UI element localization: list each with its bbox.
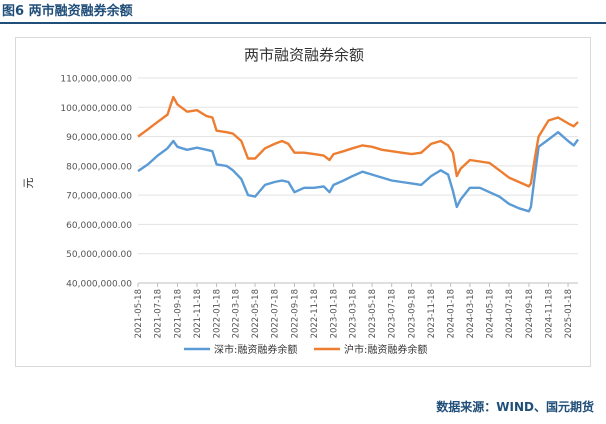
x-tick-label: 2023-09-18 (408, 289, 418, 338)
y-tick-label: 100,000,000.00 (60, 104, 132, 114)
y-tick-label: 60,000,000.00 (66, 221, 132, 231)
y-tick-label: 70,000,000.00 (66, 192, 132, 202)
source-note: 数据来源：WIND、国元期货 (436, 400, 594, 414)
series-lines (137, 95, 579, 213)
legend: 深市:融资融券余额 沪市:融资融券余额 (184, 343, 427, 356)
x-tick-label: 2024-07-18 (505, 289, 515, 338)
x-tick-label: 2023-11-18 (427, 289, 437, 338)
x-tick-label: 2024-11-18 (544, 289, 554, 338)
y-tick-label: 80,000,000.00 (66, 162, 132, 172)
y-tick-label: 50,000,000.00 (66, 250, 132, 260)
x-tick-label: 2024-01-18 (447, 289, 457, 338)
x-tick-label: 2021-07-18 (154, 289, 164, 338)
x-tick-label: 2024-09-18 (525, 289, 535, 338)
line-chart: 两市融资融券余额 元 40,000,000.00 50,000,000.00 60,… (22, 46, 579, 356)
series-line-shanghai (137, 95, 579, 188)
x-tick-label: 2025-01-18 (564, 289, 574, 338)
y-tick-label: 110,000,000.00 (60, 75, 132, 85)
x-tick-labels: 2021-05-18 2021-07-18 2021-09-18 2021-11-18… (134, 289, 574, 338)
x-tick-label: 2023-07-18 (388, 289, 398, 338)
gridlines (137, 77, 578, 287)
chart-title: 两市融资融券余额 (244, 46, 364, 64)
series-line-shenzhen (137, 130, 579, 213)
x-tick-label: 2024-05-18 (485, 289, 495, 338)
y-axis-label: 元 (22, 178, 35, 189)
y-tick-label: 90,000,000.00 (66, 133, 132, 143)
x-tick-label: 2021-11-18 (193, 289, 203, 338)
x-tick-label: 2021-09-18 (173, 289, 183, 338)
x-tick-label: 2022-07-18 (271, 289, 281, 338)
x-tick-label: 2021-05-18 (134, 289, 144, 338)
x-tick-label: 2023-03-18 (349, 289, 359, 338)
x-tick-label: 2022-01-18 (213, 289, 223, 338)
x-tick-label: 2022-05-18 (251, 289, 261, 338)
legend-label: 深市:融资融券余额 (214, 343, 297, 356)
figure-title: 图6 两市融资融券余额 (0, 0, 606, 24)
legend-label: 沪市:融资融券余额 (344, 343, 427, 356)
x-tick-label: 2023-01-18 (330, 289, 340, 338)
x-tick-label: 2024-03-18 (466, 289, 476, 338)
x-tick-label: 2022-09-18 (291, 289, 301, 338)
chart-container: 两市融资融券余额 元 40,000,000.00 50,000,000.00 60,… (15, 37, 591, 367)
x-tick-label: 2022-11-18 (310, 289, 320, 338)
y-tick-label: 40,000,000.00 (66, 280, 132, 290)
x-tick-label: 2022-03-18 (231, 289, 241, 338)
x-tick-label: 2023-05-18 (368, 289, 378, 338)
y-tick-labels: 40,000,000.00 50,000,000.00 60,000,000.00 7… (60, 75, 132, 290)
